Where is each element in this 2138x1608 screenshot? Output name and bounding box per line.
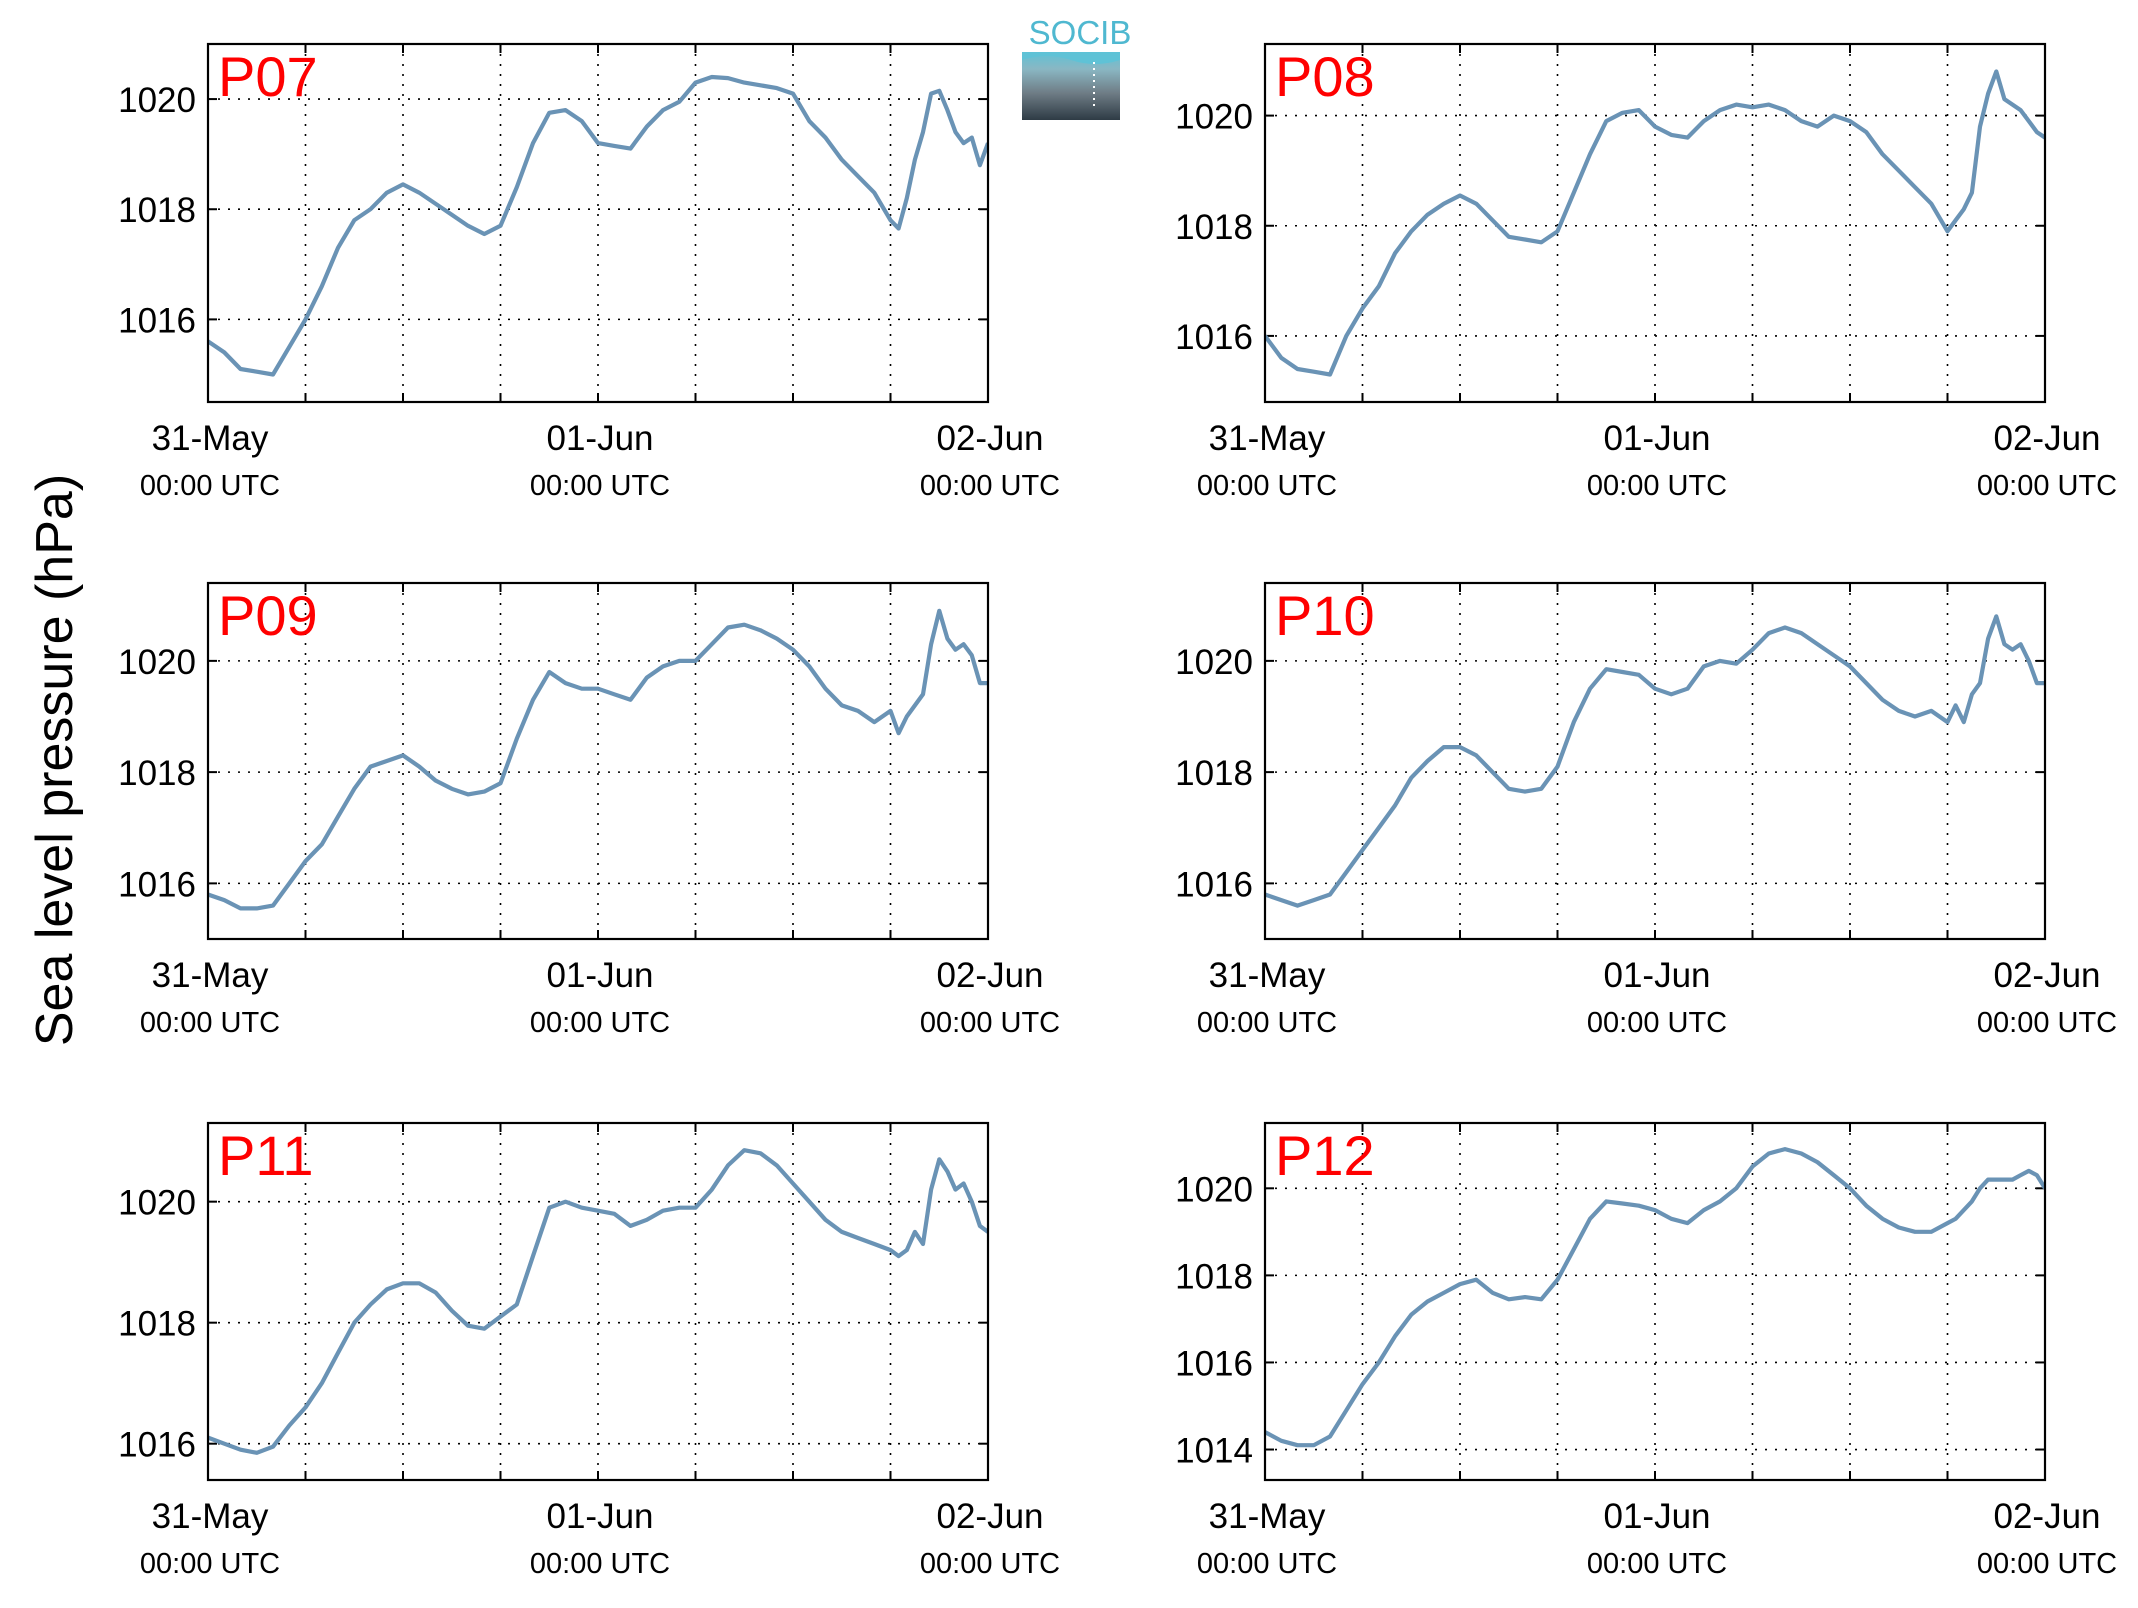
x-tick-label-time: 00:00 UTC — [1197, 1007, 1337, 1039]
x-tick-label-time: 00:00 UTC — [1977, 470, 2117, 502]
axes-frame — [206, 42, 990, 404]
x-tick-label-date: 31-May — [1209, 1497, 1326, 1536]
x-tick-label-time: 00:00 UTC — [530, 470, 670, 502]
y-axis-label: Sea level pressure (hPa) — [26, 474, 84, 1046]
panel-label: P09 — [218, 584, 318, 647]
x-tick-label-time: 00:00 UTC — [1587, 1548, 1727, 1580]
x-tick-label-time: 00:00 UTC — [920, 470, 1060, 502]
series-line — [208, 608, 988, 911]
panel-p07: 1016 1018 1020 31-May 00:00 UTC 01-Jun 00:00 U… — [118, 42, 1060, 502]
panel-label: P12 — [1275, 1124, 1375, 1187]
panel-label: P10 — [1275, 584, 1375, 647]
x-tick-label-date: 31-May — [1209, 956, 1326, 995]
x-tick-label-date: 02-Jun — [936, 1497, 1043, 1536]
x-tick-label-date: 02-Jun — [1993, 956, 2100, 995]
y-tick-label: 1018 — [1175, 208, 1253, 247]
panel-label: P08 — [1275, 45, 1375, 108]
panel-label: P11 — [218, 1124, 313, 1187]
x-tick-label-date: 01-Jun — [546, 956, 653, 995]
x-tick-label-time: 00:00 UTC — [140, 1548, 280, 1580]
y-tick-label: 1014 — [1175, 1432, 1253, 1471]
y-tick-label: 1018 — [1175, 1257, 1253, 1296]
y-tick-label: 1020 — [118, 81, 196, 120]
y-tick-label: 1016 — [1175, 318, 1253, 357]
y-tick-label: 1016 — [118, 301, 196, 340]
axes-frame — [206, 581, 990, 941]
x-tick-label-time: 00:00 UTC — [1977, 1007, 2117, 1039]
x-tick-label-date: 01-Jun — [1603, 419, 1710, 458]
y-tick-label: 1016 — [1175, 1344, 1253, 1383]
x-tick-label-date: 31-May — [152, 419, 269, 458]
panel-p10: 1016 1018 1020 31-May 00:00 UTC 01-Jun 00:00 U… — [1175, 581, 2117, 1039]
x-tick-label-time: 00:00 UTC — [1197, 470, 1337, 502]
y-tick-label: 1020 — [1175, 1170, 1253, 1209]
x-tick-label-date: 02-Jun — [1993, 419, 2100, 458]
y-tick-label: 1018 — [1175, 754, 1253, 793]
x-tick-label-date: 31-May — [1209, 419, 1326, 458]
y-tick-label: 1016 — [118, 1426, 196, 1465]
series-line — [208, 1148, 988, 1455]
x-tick-label-date: 01-Jun — [546, 419, 653, 458]
x-tick-label-time: 00:00 UTC — [530, 1548, 670, 1580]
series-line — [208, 74, 988, 377]
y-tick-label: 1018 — [118, 191, 196, 230]
x-tick-label-date: 01-Jun — [546, 1497, 653, 1536]
y-tick-label: 1018 — [118, 754, 196, 793]
y-tick-label: 1016 — [1175, 865, 1253, 904]
axes-frame — [1263, 1121, 2047, 1482]
logo-text: SOCIB — [1029, 14, 1132, 51]
y-tick-label: 1020 — [1175, 98, 1253, 137]
x-tick-label-time: 00:00 UTC — [1197, 1548, 1337, 1580]
panels-container: 1016 1018 1020 31-May 00:00 UTC 01-Jun 00:00 U… — [118, 42, 2117, 1580]
panel-p11: 1016 1018 1020 31-May 00:00 UTC 01-Jun 00:00 U… — [118, 1121, 1060, 1580]
y-tick-label: 1016 — [118, 865, 196, 904]
x-tick-label-time: 00:00 UTC — [1587, 1007, 1727, 1039]
panel-p08: 1016 1018 1020 31-May 00:00 UTC 01-Jun 00:00 U… — [1175, 42, 2117, 502]
x-tick-label-time: 00:00 UTC — [1587, 470, 1727, 502]
x-tick-label-date: 01-Jun — [1603, 956, 1710, 995]
x-tick-label-time: 00:00 UTC — [140, 1007, 280, 1039]
axes-frame — [206, 1121, 990, 1482]
logo-wave — [1022, 52, 1120, 64]
x-tick-label-date: 02-Jun — [936, 956, 1043, 995]
socib-logo: SOCIB — [1022, 14, 1131, 120]
x-tick-label-time: 00:00 UTC — [920, 1007, 1060, 1039]
x-tick-label-time: 00:00 UTC — [1977, 1548, 2117, 1580]
panel-p09: 1016 1018 1020 31-May 00:00 UTC 01-Jun 00:00 U… — [118, 581, 1060, 1039]
y-tick-label: 1020 — [118, 643, 196, 682]
panel-p12: 1014 1016 1018 1020 31-May 00:00 UTC 01-Jun 00:… — [1175, 1121, 2117, 1580]
y-tick-label: 1020 — [1175, 643, 1253, 682]
axes-frame — [1263, 42, 2047, 404]
panel-label: P07 — [218, 45, 318, 108]
y-tick-label: 1020 — [118, 1184, 196, 1223]
series-line — [1265, 614, 2045, 908]
x-tick-label-time: 00:00 UTC — [530, 1007, 670, 1039]
series-line — [1265, 1146, 2045, 1448]
x-tick-label-date: 31-May — [152, 956, 269, 995]
x-tick-label-date: 02-Jun — [936, 419, 1043, 458]
x-tick-label-time: 00:00 UTC — [920, 1548, 1060, 1580]
axes-frame — [1263, 581, 2047, 941]
x-tick-label-date: 02-Jun — [1993, 1497, 2100, 1536]
y-tick-label: 1018 — [118, 1305, 196, 1344]
series-line — [1265, 69, 2045, 377]
x-tick-label-date: 01-Jun — [1603, 1497, 1710, 1536]
x-tick-label-date: 31-May — [152, 1497, 269, 1536]
x-tick-label-time: 00:00 UTC — [140, 470, 280, 502]
